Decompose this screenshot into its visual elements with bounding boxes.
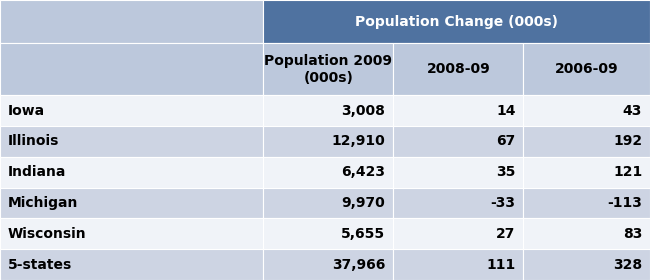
Bar bbox=[393, 43, 523, 95]
Text: 27: 27 bbox=[496, 227, 515, 241]
Bar bbox=[523, 249, 650, 280]
Bar bbox=[523, 43, 650, 95]
Text: Michigan: Michigan bbox=[8, 196, 78, 210]
Text: Indiana: Indiana bbox=[8, 165, 66, 179]
Bar bbox=[523, 95, 650, 126]
Text: Wisconsin: Wisconsin bbox=[8, 227, 86, 241]
Bar bbox=[523, 126, 650, 157]
Text: Population 2009
(000s): Population 2009 (000s) bbox=[265, 54, 392, 85]
Text: 111: 111 bbox=[486, 258, 515, 272]
Bar bbox=[0, 43, 263, 95]
Text: 14: 14 bbox=[496, 104, 515, 118]
Text: 2008-09: 2008-09 bbox=[426, 62, 490, 76]
Bar bbox=[393, 95, 523, 126]
Text: 5-states: 5-states bbox=[8, 258, 72, 272]
Text: 2006-09: 2006-09 bbox=[555, 62, 618, 76]
Text: Iowa: Iowa bbox=[8, 104, 45, 118]
Bar bbox=[263, 43, 393, 95]
Bar bbox=[0, 157, 263, 188]
Bar bbox=[523, 218, 650, 249]
Text: -113: -113 bbox=[607, 196, 642, 210]
Bar bbox=[0, 126, 263, 157]
Text: 67: 67 bbox=[496, 134, 515, 148]
Text: -33: -33 bbox=[491, 196, 515, 210]
Text: 12,910: 12,910 bbox=[332, 134, 385, 148]
Text: 37,966: 37,966 bbox=[332, 258, 385, 272]
Text: 121: 121 bbox=[613, 165, 642, 179]
Bar bbox=[263, 0, 650, 43]
Bar bbox=[523, 188, 650, 218]
Bar bbox=[0, 0, 263, 43]
Bar bbox=[263, 157, 393, 188]
Text: Population Change (000s): Population Change (000s) bbox=[355, 15, 558, 29]
Text: 328: 328 bbox=[613, 258, 642, 272]
Bar bbox=[393, 188, 523, 218]
Bar bbox=[263, 188, 393, 218]
Text: Illinois: Illinois bbox=[8, 134, 59, 148]
Bar bbox=[0, 188, 263, 218]
Text: 43: 43 bbox=[623, 104, 642, 118]
Text: 6,423: 6,423 bbox=[341, 165, 385, 179]
Text: 83: 83 bbox=[623, 227, 642, 241]
Text: 192: 192 bbox=[613, 134, 642, 148]
Bar bbox=[0, 95, 263, 126]
Bar bbox=[263, 95, 393, 126]
Bar bbox=[393, 157, 523, 188]
Text: 5,655: 5,655 bbox=[341, 227, 385, 241]
Bar bbox=[0, 249, 263, 280]
Bar bbox=[393, 218, 523, 249]
Bar bbox=[0, 218, 263, 249]
Bar bbox=[263, 126, 393, 157]
Text: 9,970: 9,970 bbox=[342, 196, 385, 210]
Text: 3,008: 3,008 bbox=[342, 104, 385, 118]
Text: 35: 35 bbox=[496, 165, 515, 179]
Bar bbox=[263, 249, 393, 280]
Bar bbox=[393, 126, 523, 157]
Bar bbox=[393, 249, 523, 280]
Bar bbox=[263, 218, 393, 249]
Bar bbox=[523, 157, 650, 188]
